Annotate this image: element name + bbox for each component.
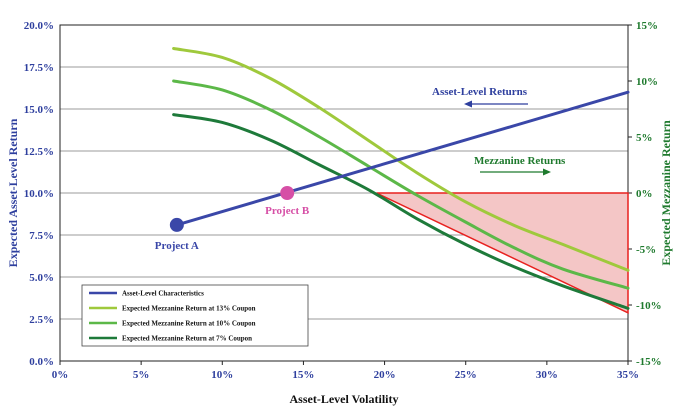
mezzanine-returns-arrowhead [543,168,551,176]
legend-label-0: Asset-Level Characteristics [122,290,204,298]
x-tick-label: 0% [52,369,69,381]
y-left-tick-label: 7.5% [29,230,54,242]
legend-items: Asset-Level Characteristics Expected Mezz… [89,290,256,343]
project-point-1 [280,186,295,200]
x-tick-label: 25% [455,369,477,381]
shaded-region [376,192,629,315]
y-right-tick-label: 15% [636,20,658,32]
y-axis-left-title: Expected Asset-Level Return [6,118,20,267]
y-right-tick-label: 10% [636,76,658,88]
legend-box [81,284,309,347]
project-label-0: Project A [155,240,199,252]
y-axis-right-title: Expected Mezzanine Return [659,120,673,266]
tick-labels: 0.0% 2.5% 5.0% 7.5% 10.0% 12.5% 15.0% 17.5% 20.0… [24,20,662,381]
shaded-triangle [376,192,629,315]
x-tick-label: 5% [133,369,150,381]
series-lines [172,47,630,310]
project-point-0 [169,217,184,232]
y-right-tick-label: 0% [636,188,653,200]
project-label-1: Project B [265,205,310,217]
y-left-tick-label: 10.0% [24,188,54,200]
y-right-tick-label: -10% [636,300,662,312]
x-axis-title: Asset-Level Volatility [290,392,399,406]
legend-label-1: Expected Mezzanine Return at 13% Coupon [122,305,256,313]
asset-level-returns-label: Asset-Level Returns [432,86,528,98]
asset-level-returns-annotation: Asset-Level Returns [432,86,528,108]
x-tick-label: 30% [536,369,558,381]
x-tick-label: 10% [211,369,233,381]
x-tick-label: 15% [292,369,314,381]
y-left-tick-label: 0.0% [29,356,54,368]
legend: Asset-Level Characteristics Expected Mezz… [81,284,309,347]
y-left-tick-label: 5.0% [29,272,54,284]
x-tick-label: 35% [617,369,639,381]
y-left-tick-label: 2.5% [29,314,54,326]
asset-level-returns-arrowhead [464,100,472,108]
series-line-0 [175,90,630,227]
mezzanine-returns-label: Mezzanine Returns [474,155,566,167]
y-left-tick-label: 12.5% [24,146,54,158]
project-points: Project A Project B [155,186,310,252]
y-left-tick-label: 20.0% [24,20,54,32]
legend-label-3: Expected Mezzanine Return at 7% Coupon [122,335,252,343]
y-right-tick-label: -15% [636,356,662,368]
series-line-2 [172,79,630,290]
y-left-tick-label: 15.0% [24,104,54,116]
y-left-tick-label: 17.5% [24,62,54,74]
x-tick-label: 20% [374,369,396,381]
legend-label-2: Expected Mezzanine Return at 10% Coupon [122,320,256,328]
y-right-tick-label: -5% [636,244,656,256]
series-line-3 [172,113,630,310]
y-right-tick-label: 5% [636,132,653,144]
series-line-1 [172,47,630,272]
mezzanine-returns-annotation: Mezzanine Returns [474,155,566,176]
